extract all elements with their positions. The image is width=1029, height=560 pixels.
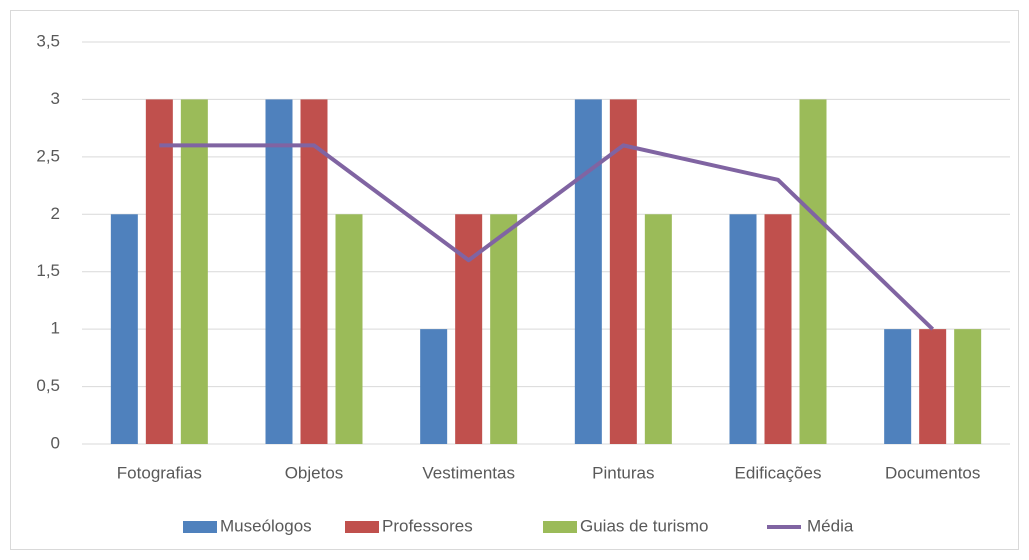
legend-label: Guias de turismo xyxy=(580,516,709,535)
legend-swatch xyxy=(543,521,577,533)
legend-label: Média xyxy=(807,516,854,535)
bar xyxy=(764,214,792,444)
x-tick-label: Documentos xyxy=(885,463,980,482)
bar xyxy=(729,214,757,444)
bar xyxy=(884,329,912,444)
x-tick-label: Fotografias xyxy=(117,463,202,482)
y-tick-label: 2 xyxy=(51,204,60,223)
bar xyxy=(110,214,138,444)
bar xyxy=(300,99,328,444)
bar xyxy=(180,99,208,444)
bar xyxy=(644,214,672,444)
bar xyxy=(455,214,483,444)
legend-label: Professores xyxy=(382,516,473,535)
legend-swatch xyxy=(345,521,379,533)
bar xyxy=(799,99,827,444)
y-tick-label: 3,5 xyxy=(36,31,60,50)
legend-label: Museólogos xyxy=(220,516,312,535)
bar xyxy=(574,99,602,444)
bar xyxy=(145,99,173,444)
y-tick-label: 1,5 xyxy=(36,261,60,280)
line-series xyxy=(159,143,935,331)
y-tick-label: 0,5 xyxy=(36,376,60,395)
y-tick-label: 0 xyxy=(51,433,60,452)
x-tick-label: Edificações xyxy=(735,463,822,482)
legend-swatch xyxy=(183,521,217,533)
y-tick-label: 1 xyxy=(51,319,60,338)
x-tick-label: Pinturas xyxy=(592,463,654,482)
bar xyxy=(335,214,363,444)
y-tick-label: 2,5 xyxy=(36,146,60,165)
y-tick-label: 3 xyxy=(51,89,60,108)
x-tick-label: Objetos xyxy=(285,463,344,482)
bar xyxy=(609,99,637,444)
x-tick-label: Vestimentas xyxy=(422,463,515,482)
bar xyxy=(265,99,293,444)
bar xyxy=(954,329,982,444)
bar xyxy=(490,214,518,444)
bar xyxy=(420,329,448,444)
bar xyxy=(919,329,947,444)
